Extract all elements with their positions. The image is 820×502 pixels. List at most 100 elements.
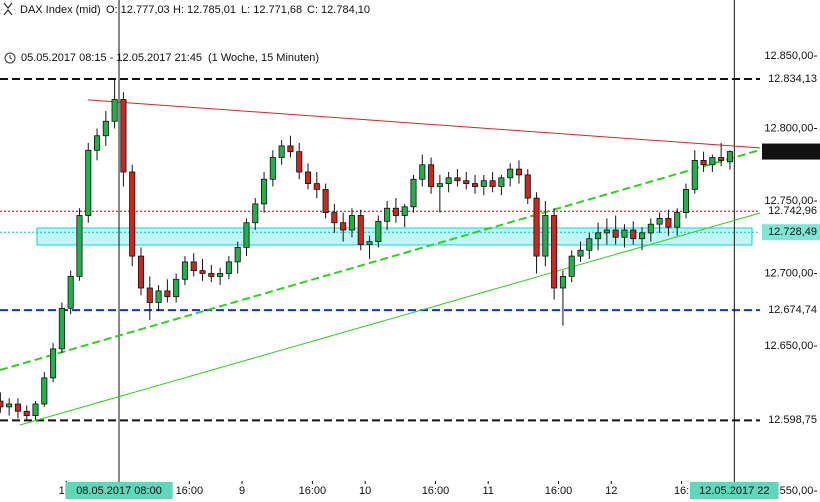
candle-body xyxy=(340,222,347,231)
candle-body xyxy=(638,232,646,240)
candle-body xyxy=(700,159,707,166)
trend-line xyxy=(87,99,761,149)
candle-body xyxy=(498,177,505,187)
candle-body xyxy=(322,188,329,213)
candle-body xyxy=(243,222,250,248)
candle-body xyxy=(85,149,92,216)
x-highlight-box xyxy=(690,482,779,499)
candle-body xyxy=(0,400,4,408)
candle-body xyxy=(674,212,681,228)
trend-line xyxy=(0,148,761,372)
y-tick-label: 12.650,00- xyxy=(764,340,817,352)
x-tick-label: 12.05.2017 22 xyxy=(699,485,769,497)
candle-body xyxy=(489,180,496,187)
clock-icon xyxy=(4,52,16,64)
candle-body xyxy=(612,229,619,238)
candle-body xyxy=(164,290,171,298)
level-label-box xyxy=(762,224,820,241)
candle-body xyxy=(208,273,215,277)
level-label: 12.728,49 xyxy=(768,226,817,238)
candle-body xyxy=(718,157,725,161)
clock-hands xyxy=(9,55,13,60)
candle-body xyxy=(471,183,479,187)
x-tick-label: 16: xyxy=(674,485,689,497)
candle-body xyxy=(67,275,74,309)
candle-body xyxy=(595,232,602,240)
candle-body xyxy=(524,174,531,199)
candle-body xyxy=(366,241,373,245)
y-tick-label: 12.700,00- xyxy=(764,267,817,279)
candle-body xyxy=(419,164,426,180)
level-label: 12.674,74 xyxy=(768,304,817,316)
y-tick-label: 12.850,00- xyxy=(764,50,817,62)
candle-body xyxy=(603,229,610,234)
header: DAX Index (mid) O: 12.777,03 H: 12.785,0… xyxy=(3,2,370,64)
candle-body xyxy=(234,246,241,263)
candle-body xyxy=(76,215,83,277)
candle-body xyxy=(533,197,540,257)
candle-body xyxy=(23,410,30,416)
candle-body xyxy=(375,220,382,243)
candle-body xyxy=(146,287,153,303)
level-label: 12.742,96 xyxy=(768,205,817,217)
y-tick-label: 12.800,00- xyxy=(764,122,817,134)
candle-body xyxy=(269,157,276,180)
candle-body xyxy=(691,159,698,190)
candle-body xyxy=(507,168,514,179)
candle-body xyxy=(454,177,461,182)
candle-body xyxy=(621,229,628,238)
quote-low: L: 12.771,68 xyxy=(241,4,302,16)
quote-open: O: 12.777,03 xyxy=(106,4,170,16)
candle-body xyxy=(401,206,408,216)
candle-body xyxy=(313,183,320,190)
x-tick-label: 16:00 xyxy=(422,485,450,497)
candle-body xyxy=(50,348,57,379)
candle-body xyxy=(384,207,391,222)
candle-body xyxy=(199,270,206,274)
candle-body xyxy=(111,99,118,122)
level-label-box xyxy=(762,143,820,160)
candle-body xyxy=(709,157,716,166)
candle-body xyxy=(278,145,285,158)
candle-body xyxy=(445,177,452,185)
candle-body xyxy=(630,229,637,240)
candle-body xyxy=(190,261,197,271)
candle-body xyxy=(14,403,21,412)
period: (1 Woche, 15 Minuten) xyxy=(208,52,319,64)
candle-body xyxy=(392,207,399,216)
instrument-title: DAX Index (mid) xyxy=(20,4,101,16)
candle-body xyxy=(137,255,145,289)
candle-body xyxy=(287,145,294,153)
x-tick-label: 12 xyxy=(605,485,617,497)
x-tick-label: 9 xyxy=(239,485,245,497)
x-tick-label: 10 xyxy=(359,485,371,497)
level-label: 12.784,10 xyxy=(768,145,817,157)
y-tick-label: 12.750,00- xyxy=(764,195,817,207)
x-tick-label: 16:00 xyxy=(176,485,204,497)
trend-line xyxy=(19,212,761,426)
expand-icon[interactable] xyxy=(3,2,13,16)
candle-body xyxy=(463,180,470,184)
candle-body xyxy=(304,171,312,185)
candle-body xyxy=(348,215,355,231)
candle-body xyxy=(296,151,303,173)
candle-body xyxy=(551,215,558,289)
candle-body xyxy=(217,273,224,277)
candle-body xyxy=(647,223,654,234)
quote-close: C: 12.784,10 xyxy=(307,4,370,16)
candle-body xyxy=(665,217,672,228)
candle-body xyxy=(656,217,663,225)
date-range: 05.05.2017 08:15 - 12.05.2017 21:45 xyxy=(21,52,202,64)
candle-body xyxy=(586,238,593,251)
candle-body xyxy=(726,151,733,163)
level-label: 12.598,75 xyxy=(768,414,817,426)
candle-body xyxy=(94,135,101,151)
candle-body xyxy=(559,275,566,289)
x-tick-label: 16:00 xyxy=(299,485,327,497)
candle-body xyxy=(129,171,136,257)
candle-body xyxy=(173,278,180,298)
quote-high: H: 12.785,01 xyxy=(173,4,236,16)
candle-body xyxy=(181,261,188,280)
candle-body xyxy=(155,290,162,303)
